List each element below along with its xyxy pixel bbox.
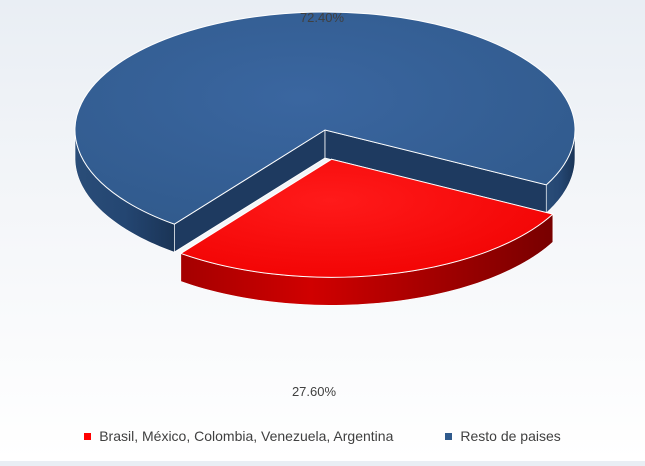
data-label-brasil-grupo: 27.60% [292, 384, 337, 399]
legend-label-brasil-grupo: Brasil, México, Colombia, Venezuela, Arg… [99, 428, 394, 444]
slice-brasil-grupo [179, 158, 554, 306]
slice-brasil-grupo-top [179, 158, 554, 278]
legend-label-resto: Resto de paises [460, 428, 561, 444]
legend-item-brasil-grupo: Brasil, México, Colombia, Venezuela, Arg… [84, 428, 393, 444]
slice-resto-top [74, 11, 576, 225]
legend-swatch-red [84, 432, 92, 440]
slice-resto [74, 11, 576, 253]
legend-swatch-blue [445, 432, 453, 440]
legend-item-resto: Resto de paises [445, 428, 561, 444]
data-label-resto: 72.40% [300, 10, 345, 25]
legend: Brasil, México, Colombia, Venezuela, Arg… [0, 428, 645, 444]
